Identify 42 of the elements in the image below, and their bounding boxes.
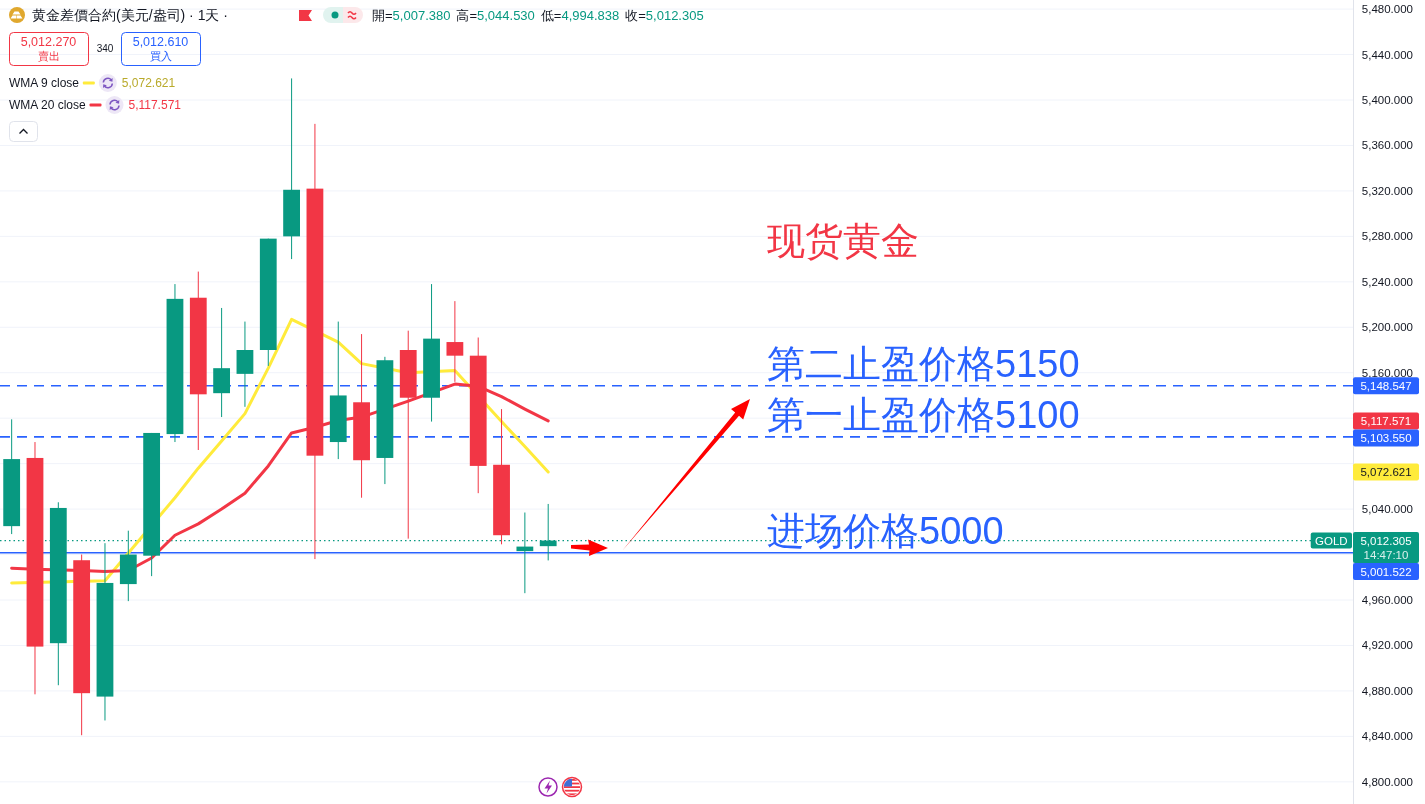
annotation: 第二止盈价格5150 xyxy=(767,342,1080,385)
annotation: 现货黄金 xyxy=(767,220,919,262)
annotation: 进场价格5000 xyxy=(767,509,1004,552)
y-tick-label: 4,960.000 xyxy=(1361,594,1413,606)
text: 黄金差價合約(美元/盎司) · 1天 · xyxy=(32,7,228,23)
text: 5,072.621 xyxy=(1360,466,1412,479)
y-tick-label: 5,400.000 xyxy=(1361,94,1413,106)
y-tick-label: 4,880.000 xyxy=(1361,684,1413,697)
annotation: 5,012.610 xyxy=(132,35,189,49)
annotation: 5,117.571 xyxy=(128,98,182,112)
ref-line-label: 5,012.305 xyxy=(1360,534,1412,547)
y-tick-label: 4,920.000 xyxy=(1361,639,1413,652)
text: 5,117.571 xyxy=(1360,414,1412,427)
y-tick-label: 5,040.000 xyxy=(1361,503,1413,516)
annotation: 5,012.270 xyxy=(20,35,77,49)
ref-line-label: 5,103.550 xyxy=(1360,431,1412,444)
y-tick-label: 5,320.000 xyxy=(1361,184,1413,197)
y-tick-label: 4,840.000 xyxy=(1361,730,1413,743)
y-tick-label: 5,240.000 xyxy=(1361,275,1413,288)
y-tick-label: 5,440.000 xyxy=(1361,48,1413,61)
ref-line-label: 5,148.547 xyxy=(1360,379,1412,392)
y-tick-label: 5,160.000 xyxy=(1361,366,1413,379)
annotation: GOLD xyxy=(1315,534,1348,547)
annotation: 開=5,007.380 xyxy=(372,8,451,23)
annotation: 低=4,994.838 xyxy=(540,8,620,23)
annotation: 5,072.621 xyxy=(121,76,176,90)
annotation: 第一止盈价格5100 xyxy=(767,393,1080,436)
annotation: 高=5,044.530 xyxy=(456,8,535,23)
annotation: 賣出 xyxy=(37,50,60,62)
legend-label: WMA 20 close xyxy=(9,98,87,112)
y-tick-label: 5,200.000 xyxy=(1361,321,1413,334)
annotation: 340 xyxy=(96,43,114,54)
text: 14:47:10 xyxy=(1363,548,1409,561)
candlestick xyxy=(236,321,254,408)
y-tick-label: 5,360.000 xyxy=(1361,139,1413,152)
y-tick-label: 5,280.000 xyxy=(1361,230,1413,243)
ref-line-label: 5,001.522 xyxy=(1360,565,1412,578)
legend-label: WMA 9 close xyxy=(9,76,80,90)
annotation: 買入 xyxy=(149,50,172,62)
y-tick-label: 5,480.000 xyxy=(1361,3,1413,16)
annotation: 收=5,012.305 xyxy=(625,8,704,23)
y-tick-label: 4,800.000 xyxy=(1361,775,1413,788)
